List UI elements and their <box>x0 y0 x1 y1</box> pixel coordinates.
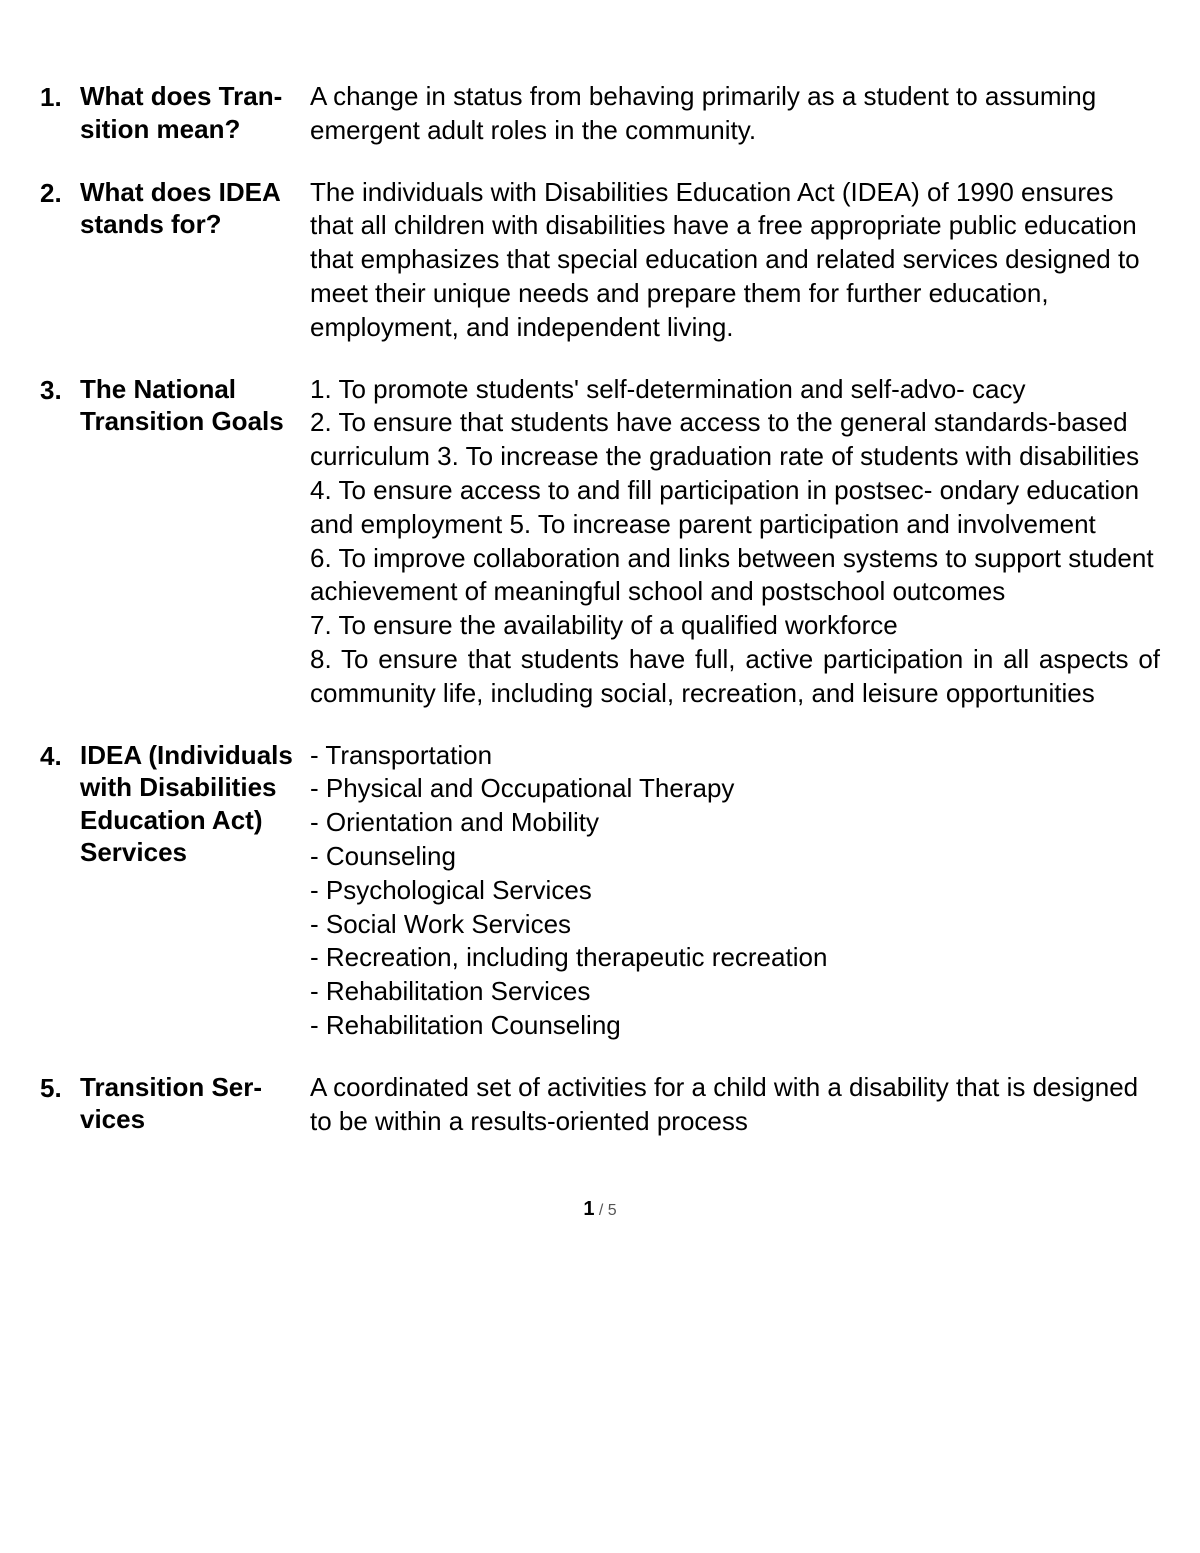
def-line: 2. To ensure that students have access t… <box>310 406 1160 474</box>
def-line: - Counseling <box>310 840 1160 874</box>
def-line: - Orientation and Mobility <box>310 806 1160 840</box>
page-sep: / <box>594 1202 607 1219</box>
entry-definition: - Transportation - Physical and Occupati… <box>310 739 1160 1043</box>
entry-term: IDEA (Individuals with Disabilities Educ… <box>80 739 310 869</box>
page-current: 1 <box>583 1198 594 1220</box>
def-line: - Transportation <box>310 739 1160 773</box>
entry-4: 4. IDEA (Individuals with Disabilities E… <box>40 739 1160 1043</box>
entry-term: The National Transition Goals <box>80 373 310 438</box>
entry-3: 3. The National Transition Goals 1. To p… <box>40 373 1160 711</box>
entry-definition: A change in status from behaving primari… <box>310 80 1160 148</box>
entry-number: 3. <box>40 373 80 406</box>
page-footer: 1 / 5 <box>40 1198 1160 1221</box>
entry-5: 5. Transition Ser- vices A coordinated s… <box>40 1071 1160 1139</box>
def-line: 1. To promote students' self-determinati… <box>310 373 1160 407</box>
entry-definition: 1. To promote students' self-determinati… <box>310 373 1160 711</box>
def-line: - Rehabilitation Counseling <box>310 1009 1160 1043</box>
entry-1: 1. What does Tran- sition mean? A change… <box>40 80 1160 148</box>
entry-number: 1. <box>40 80 80 113</box>
entry-term: What does IDEA stands for? <box>80 176 310 241</box>
def-line: - Rehabilitation Services <box>310 975 1160 1009</box>
def-line: - Psychological Services <box>310 874 1160 908</box>
entry-term: What does Tran- sition mean? <box>80 80 310 145</box>
entry-number: 2. <box>40 176 80 209</box>
def-line: - Social Work Services <box>310 908 1160 942</box>
def-line: 4. To ensure access to and fill particip… <box>310 474 1160 542</box>
entry-definition: A coordinated set of activities for a ch… <box>310 1071 1160 1139</box>
def-line: - Physical and Occupational Therapy <box>310 772 1160 806</box>
entry-number: 5. <box>40 1071 80 1104</box>
entry-2: 2. What does IDEA stands for? The indivi… <box>40 176 1160 345</box>
def-line: - Recreation, including therapeutic recr… <box>310 941 1160 975</box>
def-line: 7. To ensure the availability of a quali… <box>310 609 1160 643</box>
entry-number: 4. <box>40 739 80 772</box>
entry-term: Transition Ser- vices <box>80 1071 310 1136</box>
def-line: 6. To improve collaboration and links be… <box>310 542 1160 610</box>
def-line: 8. To ensure that students have full, ac… <box>310 643 1160 711</box>
page-total: 5 <box>608 1202 617 1219</box>
entry-definition: The individuals with Disabilities Educat… <box>310 176 1160 345</box>
